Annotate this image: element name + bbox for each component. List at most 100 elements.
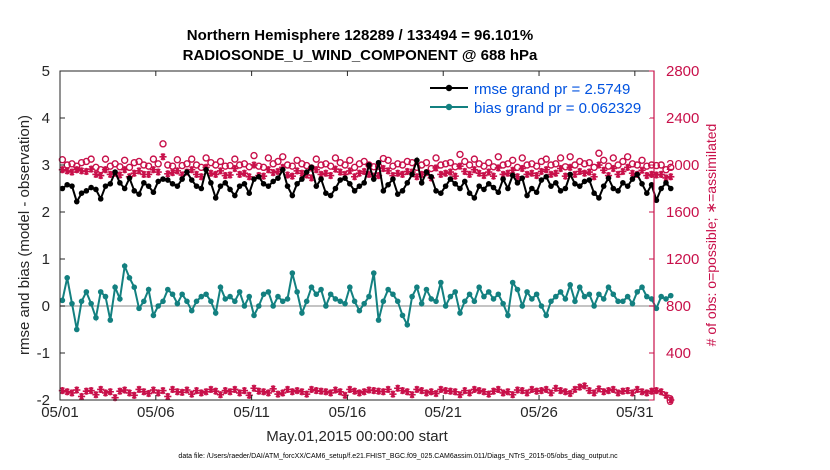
obs-assimilated-point (590, 173, 598, 181)
obs-possible-point (623, 153, 632, 161)
bias-point (414, 284, 420, 291)
obs-assimilated-point (159, 153, 167, 161)
rmse-point (600, 183, 607, 189)
bias-point (615, 298, 621, 305)
bias-point (639, 284, 645, 291)
obs-assimilated-low-point (403, 388, 411, 396)
rmse-point (356, 183, 363, 189)
rmse-point (136, 191, 142, 197)
obs-assimilated-low-point (336, 388, 344, 396)
obs-assimilated-low-point (73, 386, 81, 394)
obs-assimilated-low-point (221, 387, 229, 395)
obs-assimilated-point (188, 166, 196, 174)
bias-point (347, 284, 353, 291)
obs-possible-point (130, 158, 138, 167)
obs-assimilated-point (250, 161, 258, 169)
obs-assimilated-point (561, 172, 569, 180)
x-tick-label: 05/11 (233, 404, 269, 421)
obs-assimilated-point (274, 167, 282, 176)
rmse-point (303, 169, 310, 175)
rmse-point (596, 195, 602, 201)
bias-point (533, 291, 540, 298)
bias-point (299, 310, 305, 316)
bias-point (323, 303, 329, 309)
rmse-point (447, 176, 454, 182)
rmse-point (179, 176, 185, 182)
obs-assimilated-low-point (470, 385, 478, 394)
rmse-point (164, 177, 171, 183)
bias-point (663, 296, 669, 302)
obs-possible-point (585, 158, 594, 167)
obs-assimilated-low-point (87, 387, 95, 395)
legend-bias-marker (445, 103, 453, 111)
obs-assimilated-low-point (408, 391, 416, 399)
obs-assimilated-point (580, 169, 589, 177)
bias-point (600, 296, 607, 302)
obs-possible-point (494, 153, 503, 161)
obs-possible-point (164, 161, 172, 169)
obs-assimilated-low-point (97, 385, 105, 394)
obs-possible-point (154, 160, 162, 168)
obs-assimilated-low-point (159, 387, 167, 395)
rmse-point (639, 181, 645, 187)
obs-assimilated-point (231, 164, 239, 173)
obs-assimilated-low-point (125, 389, 134, 397)
rmse-point (514, 180, 521, 186)
obs-possible-point (628, 160, 637, 168)
obs-assimilated-point (657, 170, 665, 178)
rmse-point (557, 188, 564, 194)
obs-possible-point (360, 157, 368, 166)
obs-possible-point (255, 162, 263, 170)
rmse-point (663, 180, 669, 186)
obs-possible-point (144, 162, 153, 170)
obs-assimilated-point (638, 166, 646, 174)
obs-possible-point (614, 161, 622, 169)
rmse-point (236, 183, 243, 189)
bias-point (208, 298, 214, 305)
obs-assimilated-low-point (600, 388, 608, 396)
obs-assimilated-point (566, 163, 574, 171)
obs-possible-point (149, 155, 158, 163)
obs-assimilated-low-point (317, 387, 325, 395)
bias-point (150, 312, 157, 319)
rmse-point (581, 178, 588, 185)
bias-point (145, 286, 152, 293)
obs-assimilated-low-point (346, 385, 354, 394)
obs-assimilated-low-point (121, 386, 129, 394)
rmse-point (102, 183, 109, 189)
rmse-point (160, 176, 166, 182)
obs-assimilated-low-point (264, 389, 272, 397)
y-right-tick-label: 1200 (666, 251, 699, 268)
rmse-point (193, 183, 200, 189)
bias-point (433, 298, 439, 305)
rmse-point (385, 181, 391, 188)
bias-point (605, 284, 612, 291)
rmse-point (83, 188, 90, 194)
obs-assimilated-low-point (604, 387, 613, 395)
obs-assimilated-point (226, 171, 234, 179)
bias-point (294, 289, 300, 295)
obs-assimilated-point (236, 170, 244, 178)
obs-assimilated-low-point (164, 392, 172, 401)
obs-assimilated-low-point (485, 390, 493, 398)
rmse-point (208, 180, 214, 186)
rmse-point (174, 183, 181, 189)
obs-assimilated-low-point (365, 386, 373, 394)
bias-point (303, 298, 310, 305)
bias-point (251, 312, 257, 319)
rmse-point (169, 181, 176, 187)
obs-assimilated-low-point (580, 382, 589, 390)
rmse-point (265, 183, 272, 189)
obs-possible-point (173, 156, 182, 164)
rmse-point (591, 190, 597, 196)
bias-point (212, 310, 219, 316)
obs-assimilated-low-point (259, 388, 268, 396)
obs-assimilated-low-point (130, 391, 138, 399)
rmse-point (509, 172, 516, 179)
obs-assimilated-low-point (437, 385, 445, 394)
bias-point (385, 286, 391, 293)
y-right-tick-label: 2800 (666, 63, 699, 80)
bias-point (428, 296, 435, 302)
obs-assimilated-point (489, 172, 498, 180)
bias-point (567, 282, 573, 288)
